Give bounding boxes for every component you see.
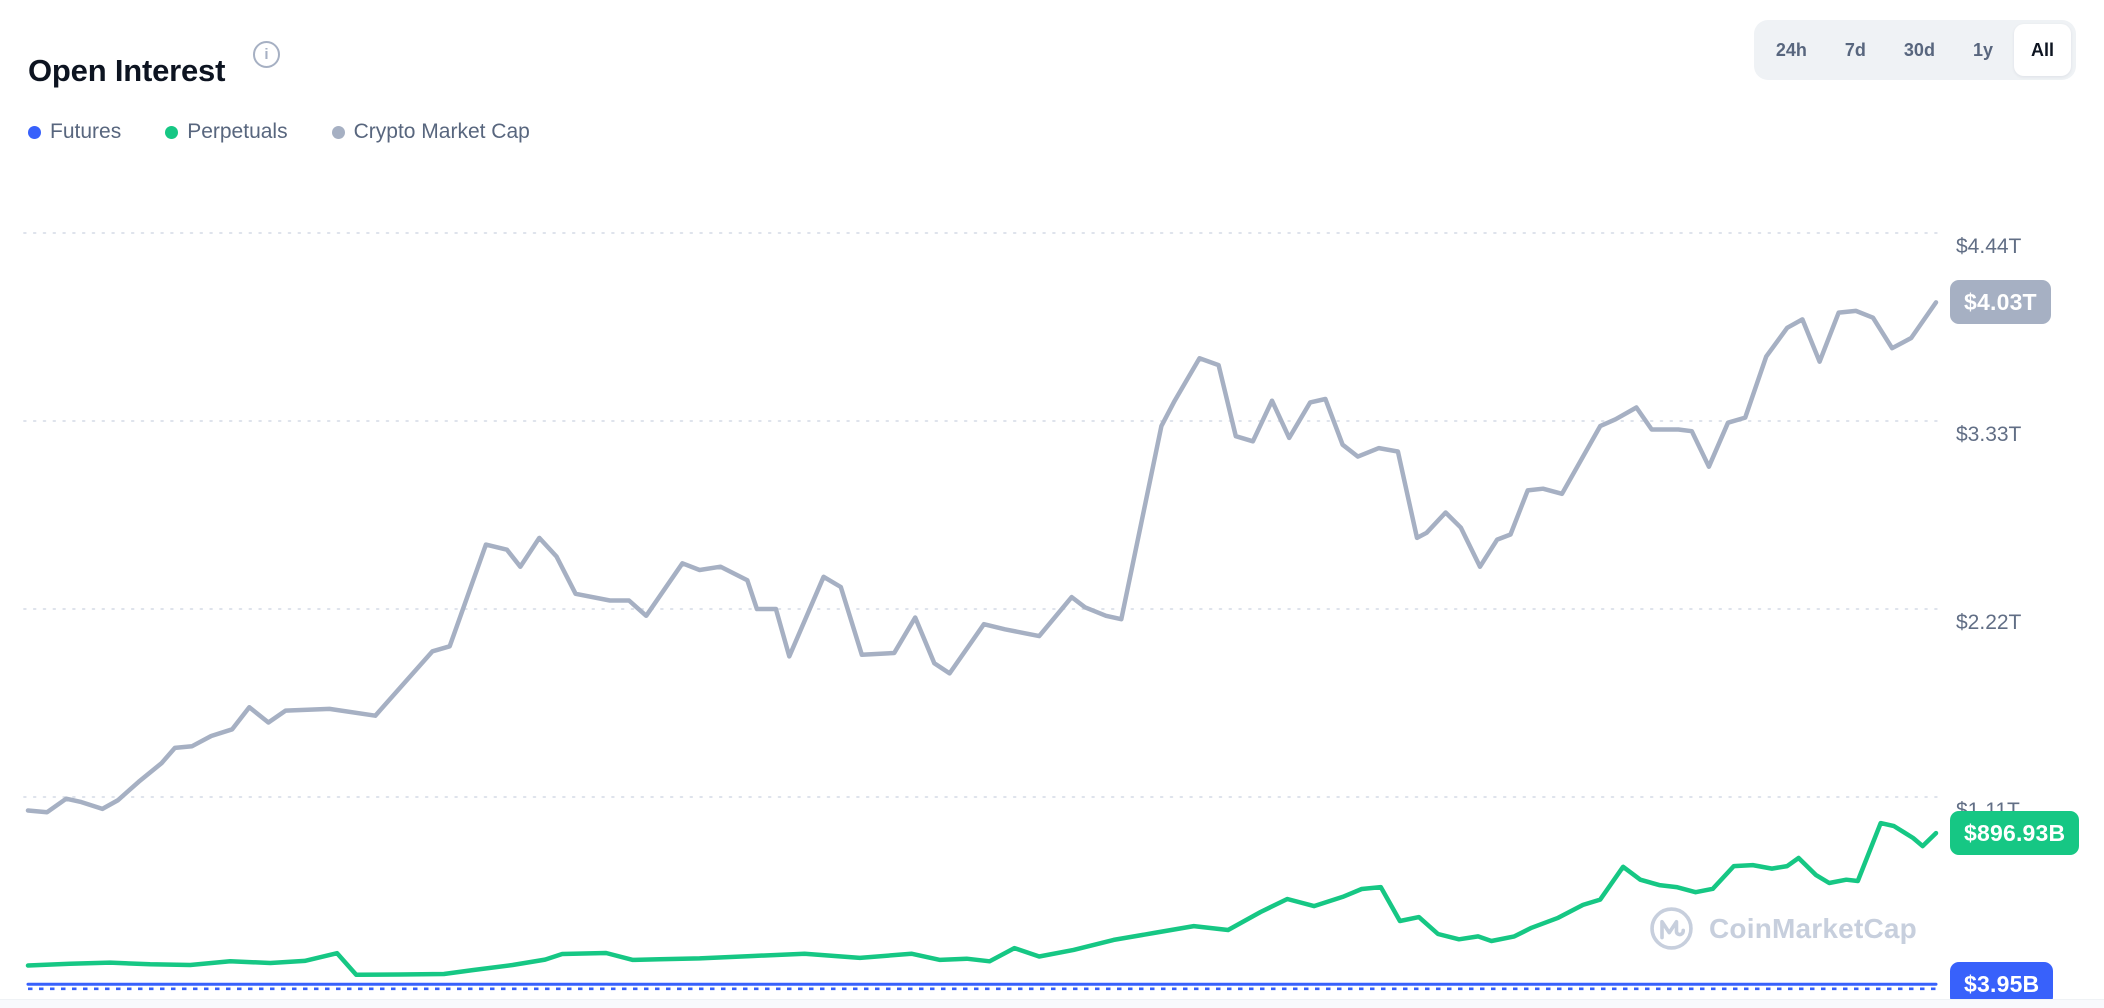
info-icon[interactable]: i [253, 41, 280, 68]
legend-item-perpetuals[interactable]: Perpetuals [165, 120, 288, 144]
range-option-7d[interactable]: 7d [1844, 39, 1866, 60]
legend-label: Futures [50, 120, 122, 143]
y-axis-label-2-22t: $2.22T [1956, 611, 2022, 634]
range-selector: 24h 7d 30d 1y All [1753, 20, 2076, 80]
futures-value-badge: $3.95B [1950, 962, 2054, 1006]
y-axis-label-3-33t: $3.33T [1956, 423, 2022, 446]
crypto-market-cap-dot-icon [331, 125, 345, 139]
legend-item-futures[interactable]: Futures [28, 120, 121, 144]
coinmarketcap-logo-icon [1650, 907, 1693, 950]
futures-dot-icon [28, 125, 41, 139]
legend-label: Perpetuals [187, 120, 288, 143]
chart-legend: Futures Perpetuals Crypto Market Cap [28, 120, 530, 144]
perpetuals-value-badge: $896.93B [1950, 811, 2080, 856]
watermark-text: CoinMarketCap [1709, 912, 1917, 944]
range-option-1y[interactable]: 1y [1972, 39, 1993, 60]
range-option-24h[interactable]: 24h [1775, 39, 1807, 60]
coinmarketcap-watermark: CoinMarketCap [1648, 905, 1917, 952]
range-option-30d[interactable]: 30d [1903, 39, 1935, 60]
crypto-market-cap-value-badge: $4.03T [1950, 280, 2051, 325]
legend-item-crypto-market-cap[interactable]: Crypto Market Cap [331, 120, 530, 144]
y-axis-label-4-44t: $4.44T [1956, 235, 2022, 258]
range-option-all[interactable]: All [2013, 24, 2071, 76]
perpetuals-dot-icon [165, 125, 179, 139]
legend-label: Crypto Market Cap [353, 120, 530, 143]
page-title: Open Interest [28, 52, 226, 88]
card-bottom-edge [0, 999, 2104, 1008]
